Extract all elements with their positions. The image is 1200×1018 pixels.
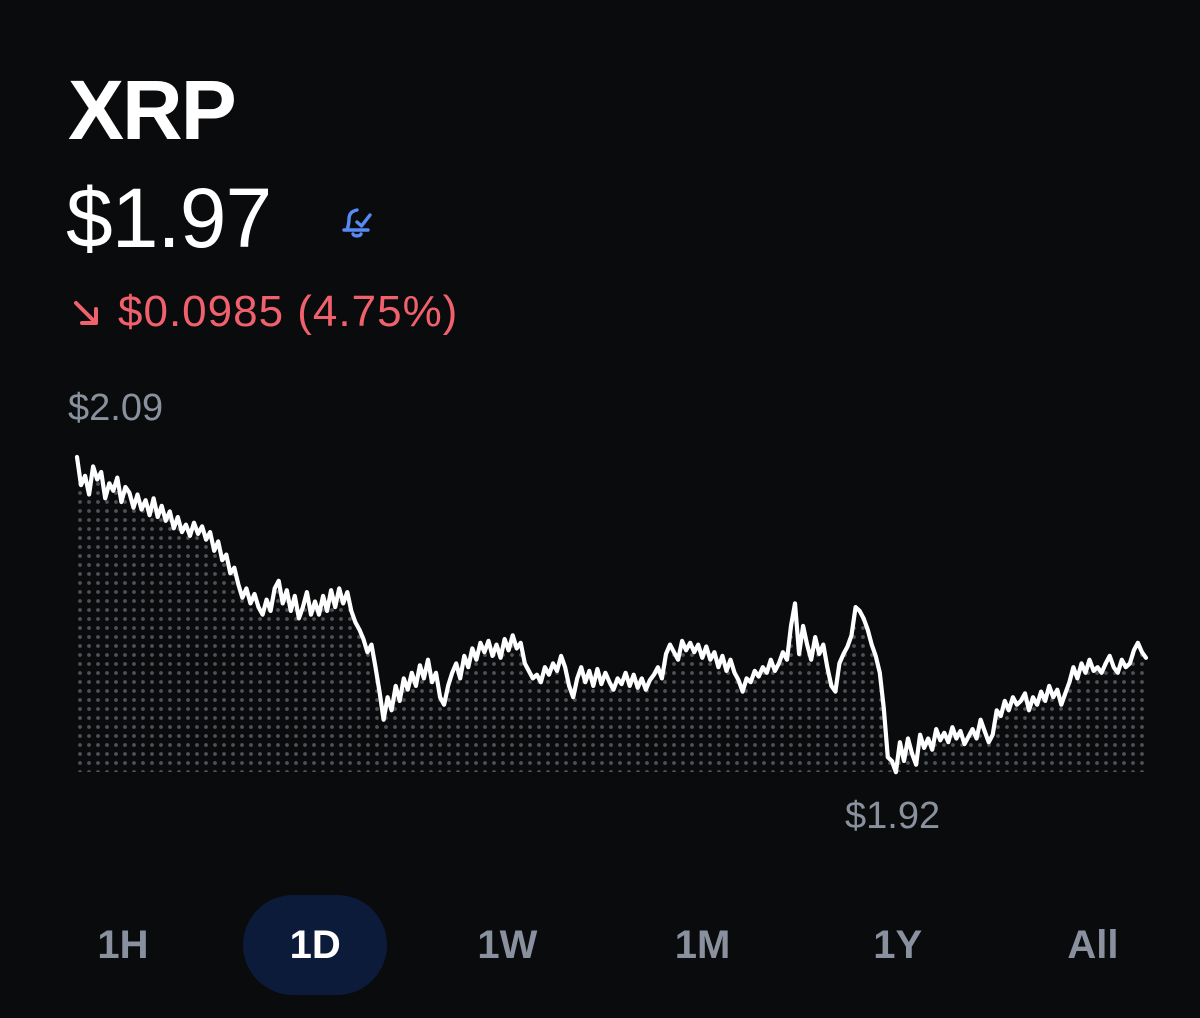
chart-low-label: $1.92 — [845, 795, 941, 837]
range-tab-1w[interactable]: 1W — [477, 922, 538, 967]
time-range-selector: 1H 1D 1W 1M 1Y All — [48, 893, 1168, 997]
price-change: $0.0985 (4.75%) — [70, 290, 458, 334]
price-alert-bell-icon — [342, 208, 372, 238]
range-tab-1d[interactable]: 1D — [243, 895, 388, 995]
price-row: $1.97 — [66, 176, 381, 260]
chart-high-label: $2.09 — [68, 387, 164, 429]
asset-symbol: XRP — [68, 63, 237, 157]
price-change-text: $0.0985 (4.75%) — [118, 287, 459, 336]
range-tab-all[interactable]: All — [1067, 922, 1119, 967]
range-tab-1m[interactable]: 1M — [674, 922, 731, 967]
current-price: $1.97 — [66, 171, 272, 265]
price-alert-button[interactable] — [333, 197, 381, 245]
arrow-down-right-icon — [70, 295, 104, 329]
range-tab-1y[interactable]: 1Y — [873, 922, 923, 967]
range-tab-1h[interactable]: 1H — [97, 922, 149, 967]
chart-series-line — [74, 454, 1149, 775]
